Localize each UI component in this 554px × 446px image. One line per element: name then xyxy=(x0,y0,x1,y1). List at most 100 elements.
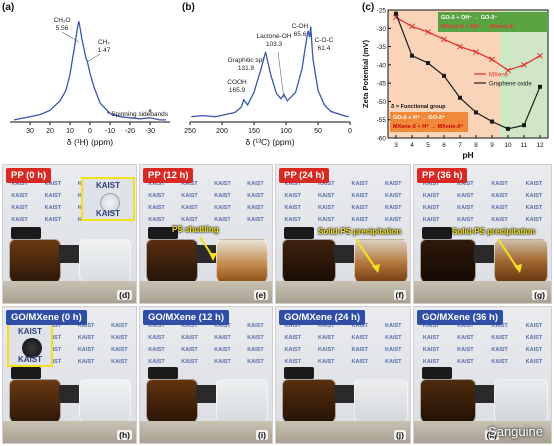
photo-gomxene-0h: KAIST KAIST KAIST KAIST KAIST KAIST KAIST KAIS… xyxy=(2,306,137,444)
x-tick-label: 0 xyxy=(88,128,92,135)
photo-gomxene-24h: KAIST KAIST KAIST KAIST KAIST KAIST KAIST KAIS… xyxy=(275,306,411,444)
x-axis-label: pH xyxy=(462,150,473,160)
data-point xyxy=(490,119,494,124)
annotation-text: GO-δ + OH⁻ → GO-δ⁻ xyxy=(441,15,497,21)
y-tick-label: -30 xyxy=(377,26,387,33)
h-cell-left-dark xyxy=(420,379,476,425)
peak-value: 1.47 xyxy=(98,47,111,54)
annotation-box-bottom xyxy=(390,112,468,132)
h-cell-left-dark xyxy=(9,239,61,285)
peak-value: 103.3 xyxy=(266,41,283,48)
h-cell-right-clear xyxy=(354,379,408,425)
inset-separator-pp: KAIST KAIST xyxy=(81,177,135,221)
peak-leader xyxy=(61,31,80,43)
data-point xyxy=(394,11,398,16)
time-badge: PP (24 h) xyxy=(279,168,330,183)
h-cell-left-dark xyxy=(282,379,336,425)
annotation-box-top xyxy=(438,12,548,32)
time-badge: GO/MXene (36 h) xyxy=(417,310,504,325)
time-badge: PP (12 h) xyxy=(143,168,194,183)
annotation-ps-shuttling: PS shuttling xyxy=(172,225,219,234)
x-tick-label: 5 xyxy=(426,142,430,149)
data-point xyxy=(489,56,495,63)
time-badge: PP (0 h) xyxy=(6,168,52,183)
peak-label: CH₂O xyxy=(54,17,71,24)
y-tick-label: -55 xyxy=(377,117,387,124)
panel-label-c: (c) xyxy=(362,2,375,13)
y-axis-label: Zeta Potential (mV) xyxy=(362,40,370,108)
x-tick-label: 200 xyxy=(216,128,228,135)
data-point xyxy=(474,110,478,115)
panel-label-i: (i) xyxy=(255,430,268,440)
h-cell-left-dark xyxy=(9,379,61,425)
peak-label: C-OH xyxy=(292,23,309,30)
time-badge: PP (36 h) xyxy=(417,168,468,183)
data-point xyxy=(506,126,510,131)
data-point xyxy=(426,61,430,66)
panel-label-e: (e) xyxy=(253,290,268,300)
spectrum-line xyxy=(191,26,349,118)
data-point xyxy=(538,84,542,89)
panel-label-f: (f) xyxy=(393,290,406,300)
h-cell-left-dark xyxy=(146,379,198,425)
h-cell-right-clear xyxy=(79,379,131,425)
data-point xyxy=(457,43,463,50)
sideband-star: * xyxy=(148,108,152,118)
peak-leader xyxy=(86,53,101,63)
watermark: Sanguine xyxy=(488,424,543,439)
time-badge: GO/MXene (24 h) xyxy=(279,310,366,325)
peak-label: COOH xyxy=(227,79,247,86)
legend-entry: Graphene oxide xyxy=(489,82,532,88)
data-point xyxy=(425,29,431,35)
x-axis-label: δ (¹³C) (ppm) xyxy=(245,137,294,147)
data-point xyxy=(473,49,479,55)
x-tick-label: 4 xyxy=(410,142,414,149)
y-tick-label: -40 xyxy=(377,62,387,69)
bench xyxy=(3,281,136,303)
x-tick-label: 3 xyxy=(394,142,398,149)
panel-label-g: (g) xyxy=(532,290,547,300)
h-cell-right-clear xyxy=(79,239,131,285)
y-tick-label: -25 xyxy=(377,8,387,15)
legend-entry: MXene xyxy=(489,73,509,79)
y-tick-label: -45 xyxy=(377,81,387,88)
x-tick-label: 10 xyxy=(504,142,512,149)
x-tick-label: 250 xyxy=(184,128,196,135)
photo-gomxene-12h: KAIST KAIST KAIST KAIST KAIST KAIST KAIST KAIS… xyxy=(139,306,273,444)
x-tick-label: 7 xyxy=(458,142,462,149)
series-line-1 xyxy=(395,13,541,130)
cell-clamp xyxy=(59,245,79,263)
photo-pp-0h: KAIST KAIST KAIST KAIST KAIST KAIST KAIST KAIS… xyxy=(2,164,137,304)
annotation-solid-ps: Solid-PS precipitation xyxy=(452,227,536,236)
photo-gomxene-36h: KAIST KAIST KAIST KAIST KAIST KAIST KAIST KAIS… xyxy=(413,306,552,444)
inset-separator-gomxene: KAIST KAIST xyxy=(7,323,53,367)
spectrum-line xyxy=(13,21,166,121)
plot-frame xyxy=(387,9,549,139)
x-tick-label: 50 xyxy=(314,128,322,135)
peak-value: 61.4 xyxy=(318,45,331,52)
annotation-solid-ps: Solid-PS precipitation xyxy=(318,227,402,236)
panel-label-a: (a) xyxy=(2,2,15,13)
peak-value: 5.56 xyxy=(56,25,69,32)
panel-label-j: (j) xyxy=(393,430,406,440)
peak-label: C-O-C xyxy=(315,37,334,44)
x-tick-label: -30 xyxy=(145,128,155,135)
peak-label: Graphitic sp² xyxy=(228,57,266,64)
h-cell-right-clear xyxy=(494,379,548,425)
data-point xyxy=(522,123,526,128)
photo-pp-24h: KAIST KAIST KAIST KAIST KAIST KAIST KAIST KAIS… xyxy=(275,164,411,304)
data-point xyxy=(521,62,527,68)
panel-label-d: (d) xyxy=(117,290,132,300)
x-tick-label: 10 xyxy=(66,128,74,135)
annotation-text: MXene-δ + OH⁻ → MXene-δ⁻ xyxy=(441,24,516,30)
data-point xyxy=(441,36,447,43)
cell-cap xyxy=(11,227,41,239)
x-tick-label: -20 xyxy=(125,128,135,135)
x-tick-label: 9 xyxy=(490,142,494,149)
x-tick-label: 12 xyxy=(536,142,544,149)
x-axis-label: δ (¹H) (ppm) xyxy=(67,137,113,147)
peak-label: CH₂ xyxy=(98,39,110,46)
peak-leader xyxy=(277,51,285,99)
